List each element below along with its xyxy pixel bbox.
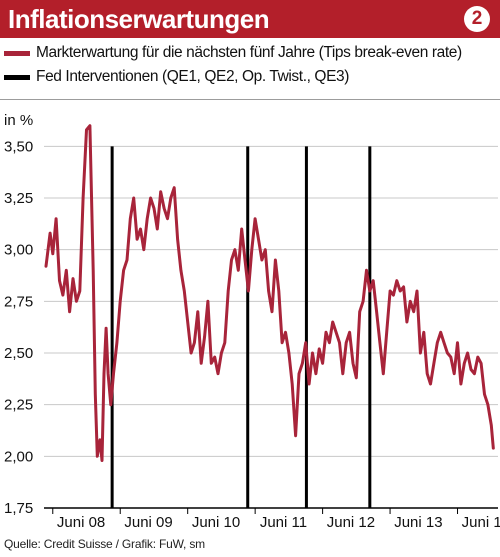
x-tick-label-4: Juni 12 — [327, 514, 375, 531]
y-tick-label-2: 2,25 — [4, 397, 33, 414]
x-tick-label-0: Juni 08 — [57, 514, 105, 531]
y-tick-label-0: 1,75 — [4, 500, 33, 517]
y-tick-label-3: 2,50 — [4, 345, 33, 362]
x-tick-label-1: Juni 09 — [124, 514, 172, 531]
x-tick-label-2: Juni 10 — [192, 514, 240, 531]
y-tick-label-6: 3,25 — [4, 190, 33, 207]
chart-header: Inflationserwartungen 2 — [0, 0, 500, 38]
chart-title: Inflationserwartungen — [8, 4, 270, 34]
y-tick-label-5: 3,00 — [4, 242, 33, 259]
header-divider — [0, 99, 500, 100]
legend-item-fed-interventionen: Fed Interventionen (QE1, QE2, Op. Twist.… — [4, 65, 462, 89]
y-tick-label-4: 2,75 — [4, 293, 33, 310]
chart-plot: 1,75 2,00 2,25 2,50 2,75 3,00 3,25 3,50 Juni 08… — [4, 124, 500, 531]
y-tick-label-7: 3,50 — [4, 138, 33, 155]
x-tick-label-5: Juni 13 — [394, 514, 442, 531]
y-tick-label-1: 2,00 — [4, 448, 33, 465]
legend-label-markterwartung: Markterwartung für die nächsten fünf Jah… — [36, 44, 462, 61]
y-axis-unit-label: in % — [4, 112, 34, 129]
legend-swatch-fed-interventionen — [4, 74, 30, 80]
legend-swatch-markterwartung — [4, 50, 30, 56]
source-note: Quelle: Credit Suisse / Grafik: FuW, sm — [4, 537, 205, 551]
legend-label-fed-interventionen: Fed Interventionen (QE1, QE2, Op. Twist.… — [36, 68, 349, 85]
figure-number-badge: 2 — [464, 6, 490, 32]
series-line-markterwartung — [44, 124, 495, 462]
legend-item-markterwartung: Markterwartung für die nächsten fünf Jah… — [4, 41, 462, 65]
x-tick-label-3: Juni 11 — [260, 514, 307, 531]
legend: Markterwartung für die nächsten fünf Jah… — [4, 41, 462, 89]
x-tick-label-6: Juni 14 — [462, 514, 500, 531]
